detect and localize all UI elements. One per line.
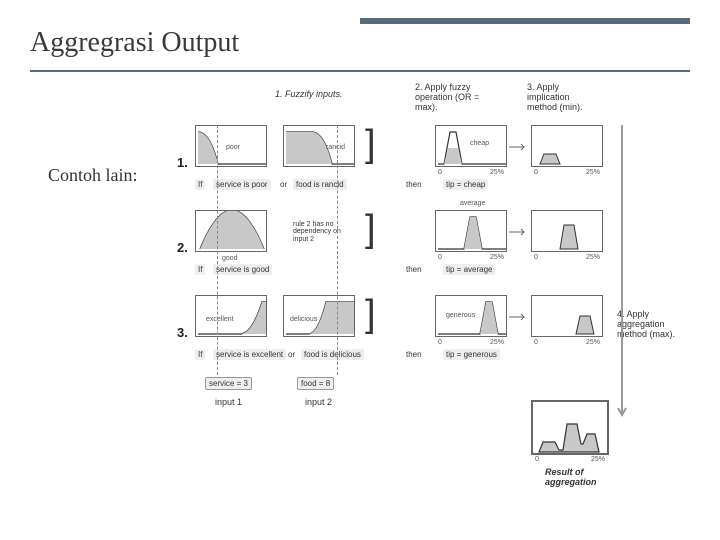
r3-service-cell: excellent [195, 295, 267, 337]
impl-cheap [532, 126, 604, 168]
r3-axis-25: 25% [490, 339, 504, 346]
r1-food-cell: rancid [283, 125, 355, 167]
mf-rancid-label: rancid [326, 144, 345, 151]
r2-axis-0: 0 [438, 254, 442, 261]
r3-op: or [285, 349, 298, 360]
mf-average-label: average [460, 200, 485, 207]
r1-then: then [403, 179, 425, 190]
r3-then: then [403, 349, 425, 360]
r3-c1: service is excellent [213, 349, 286, 360]
mf-excellent-label: excellent [206, 316, 234, 323]
slide: Aggregrasi Output Contoh lain: 1. Fuzzif… [0, 0, 720, 540]
r1-c2: food is rancid [293, 179, 347, 190]
r1-bracket: ] [365, 123, 376, 166]
impl-generous [532, 296, 604, 338]
r1i-axis-25: 25% [586, 169, 600, 176]
food-input-box: food = 8 [297, 377, 334, 390]
mf-rancid [284, 126, 356, 168]
r3-out: tip = generous [443, 349, 500, 360]
result-cell: 0 25% [531, 400, 609, 455]
r1-if: If [195, 179, 205, 190]
step3-label: 3. Apply implication method (min). [527, 83, 597, 113]
r2i-axis-25: 25% [586, 254, 600, 261]
r1-imp-arrow [509, 143, 529, 151]
r2-note: rule 2 has no dependency on input 2 [293, 221, 353, 243]
r1-impl-cell: 0 25% [531, 125, 603, 167]
mf-generous-label: generous [446, 312, 475, 319]
service-input-box: service = 3 [205, 377, 252, 390]
r2-bracket: ] [365, 208, 376, 251]
r1-service-cell: poor [195, 125, 267, 167]
impl-average [532, 211, 604, 253]
mf-poor-label: poor [226, 144, 240, 151]
r3-if: If [195, 349, 205, 360]
r3-impl-cell: 0 25% [531, 295, 603, 337]
mf-cheap [436, 126, 508, 168]
mf-cheap-label: cheap [470, 140, 489, 147]
res-axis-0: 0 [535, 456, 539, 463]
mf-average [436, 211, 508, 253]
input1-label: input 1 [215, 397, 242, 407]
r1-out: tip = cheap [443, 179, 488, 190]
r3-axis-0: 0 [438, 339, 442, 346]
r3-bracket: ] [365, 293, 376, 336]
r3i-axis-25: 25% [586, 339, 600, 346]
r2-if: If [195, 264, 205, 275]
r1-op: or [277, 179, 290, 190]
svc-dashline [217, 125, 218, 375]
r2-impl-cell: 0 25% [531, 210, 603, 252]
r2-imp-arrow [509, 228, 529, 236]
row2-num: 2. [177, 240, 188, 255]
r2-axis-25: 25% [490, 254, 504, 261]
r1-c1: service is poor [213, 179, 271, 190]
r2-out: tip = average [443, 264, 495, 275]
r2-c1: service is good [213, 264, 272, 275]
food-dashline [337, 125, 338, 375]
r3-imp-arrow [509, 313, 529, 321]
fuzzy-diagram: 1. Fuzzify inputs. 2. Apply fuzzy operat… [185, 95, 685, 510]
mf-good [196, 211, 268, 253]
r2-service-cell: good [195, 210, 267, 252]
top-accent-bar [360, 18, 690, 24]
subtitle: Contoh lain: [48, 165, 138, 186]
step2-label: 2. Apply fuzzy operation (OR = max). [415, 83, 485, 113]
aggregated-shape [533, 402, 611, 457]
r3i-axis-0: 0 [534, 339, 538, 346]
step1-label: 1. Fuzzify inputs. [275, 90, 343, 100]
aggregation-arrow [615, 125, 629, 420]
r1i-axis-0: 0 [534, 169, 538, 176]
r3-food-cell: delicious [283, 295, 355, 337]
row3-num: 3. [177, 325, 188, 340]
r2-then: then [403, 264, 425, 275]
r3-out-cell: generous 0 25% [435, 295, 507, 337]
input2-label: input 2 [305, 397, 332, 407]
title-underline [30, 70, 690, 72]
r2-out-cell: average 0 25% [435, 210, 507, 252]
r2i-axis-0: 0 [534, 254, 538, 261]
page-title: Aggregrasi Output [30, 27, 690, 59]
mf-delicious-label: delicious [290, 316, 317, 323]
res-axis-25: 25% [591, 456, 605, 463]
mf-good-label: good [222, 255, 238, 262]
result-label: Result of aggregation [545, 467, 625, 487]
r3-c2: food is delicious [301, 349, 364, 360]
r1-axis-0: 0 [438, 169, 442, 176]
row1-num: 1. [177, 155, 188, 170]
r1-axis-25: 25% [490, 169, 504, 176]
r1-out-cell: cheap 0 25% [435, 125, 507, 167]
